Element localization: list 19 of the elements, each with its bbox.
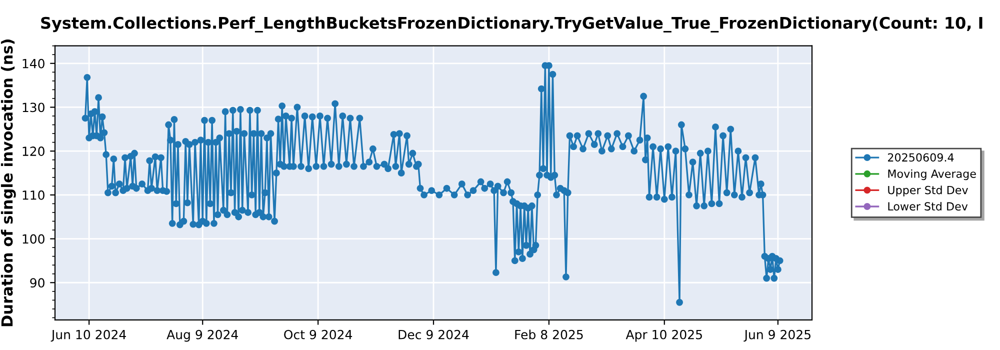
y-tick-label: 140 [22, 58, 44, 68]
legend-label: Lower Std Dev [888, 202, 968, 211]
y-tick-label: 130 [22, 102, 44, 112]
legend-label: 20250609.4 [888, 153, 954, 162]
legend-label: Upper Std Dev [888, 186, 968, 196]
y-tick-label: 120 [22, 146, 44, 156]
x-tick-label: Jun 10 2024 [50, 330, 126, 342]
x-tick-label: Dec 9 2024 [398, 330, 469, 340]
x-tick-label: Feb 8 2025 [515, 330, 583, 340]
x-tick-label: Oct 9 2024 [284, 330, 352, 340]
y-tick-label: 90 [30, 278, 44, 288]
x-tick-label: Apr 10 2025 [626, 330, 702, 342]
y-axis-title: Duration of single invocation (ns) [0, 40, 16, 326]
x-tick-label: Aug 9 2024 [166, 330, 238, 342]
legend-label: Moving Average [888, 169, 976, 180]
chart-title: System.Collections.Perf_LengthBucketsFrozenDictionary.TryGetValue_True_FrozenDictionary(Count: 10, I [41, 16, 982, 32]
y-tick-label: 110 [22, 190, 44, 200]
x-tick-label: Jun 9 2025 [744, 330, 810, 342]
y-tick-label: 100 [22, 234, 44, 244]
